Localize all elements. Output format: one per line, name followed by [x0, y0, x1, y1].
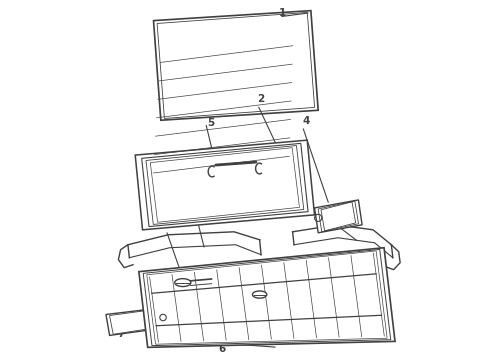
Text: 9: 9: [186, 191, 193, 201]
Text: 6: 6: [218, 343, 225, 354]
Polygon shape: [153, 11, 318, 120]
Text: 10: 10: [288, 193, 302, 203]
Text: 5: 5: [207, 118, 215, 128]
Text: 7: 7: [118, 329, 125, 339]
Polygon shape: [139, 248, 395, 347]
Polygon shape: [135, 140, 315, 230]
Polygon shape: [106, 307, 168, 336]
Text: 8: 8: [159, 220, 166, 230]
Ellipse shape: [252, 291, 267, 298]
Text: 2: 2: [258, 94, 265, 104]
Polygon shape: [315, 200, 362, 233]
Text: 4: 4: [302, 116, 310, 126]
Text: 8: 8: [198, 296, 206, 306]
Text: 1: 1: [279, 8, 286, 18]
Ellipse shape: [175, 279, 191, 287]
Text: 3: 3: [139, 166, 147, 176]
